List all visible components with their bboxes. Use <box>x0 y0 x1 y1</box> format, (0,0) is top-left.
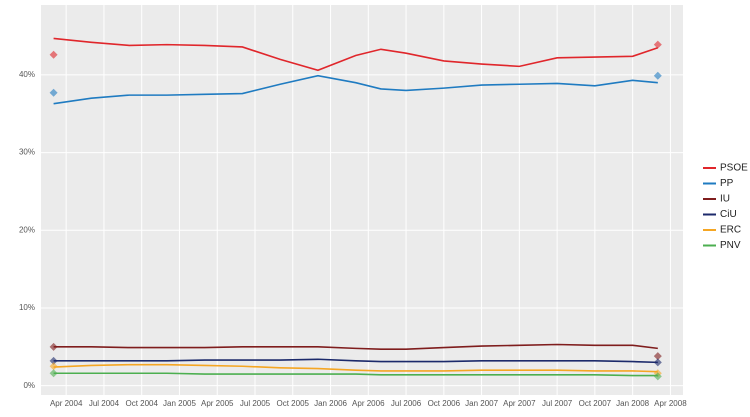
trend-line <box>53 37 659 72</box>
result-marker <box>49 88 58 97</box>
x-tick-label: Jul 2007 <box>542 399 573 408</box>
x-tick-label: Jan 2006 <box>314 399 347 408</box>
x-tick-label: Apr 2008 <box>654 399 687 408</box>
legend-label: PNV <box>720 240 741 251</box>
trend-line <box>53 343 658 350</box>
plot-panel <box>41 5 683 395</box>
x-tick-label: Apr 2007 <box>503 399 536 408</box>
x-tick-label: Apr 2005 <box>201 399 234 408</box>
y-tick-label: 30% <box>19 148 35 157</box>
result-marker <box>49 356 58 365</box>
legend-label: CiU <box>720 209 737 220</box>
legend-label: PSOE <box>720 163 748 174</box>
x-tick-label: Jul 2005 <box>240 399 271 408</box>
result-marker <box>49 342 58 351</box>
result-marker <box>49 50 58 59</box>
result-marker <box>653 372 662 381</box>
y-tick-label: 10% <box>19 303 35 312</box>
y-tick-label: 40% <box>19 70 35 79</box>
trend-line <box>53 372 658 377</box>
x-tick-label: Oct 2004 <box>125 399 158 408</box>
x-tick-label: Jan 2005 <box>163 399 196 408</box>
result-marker <box>49 362 58 371</box>
result-marker <box>653 358 662 367</box>
legend-label: PP <box>720 178 734 189</box>
trend-line <box>53 363 658 373</box>
x-tick-label: Apr 2006 <box>352 399 385 408</box>
x-tick-label: Jul 2006 <box>391 399 422 408</box>
result-marker <box>653 352 662 361</box>
y-tick-label: 0% <box>23 381 35 390</box>
x-tick-label: Jul 2004 <box>89 399 120 408</box>
legend-label: IU <box>720 194 730 205</box>
x-tick-label: Oct 2006 <box>428 399 461 408</box>
legend-label: ERC <box>720 225 741 236</box>
result-marker <box>653 40 662 49</box>
x-tick-label: Jan 2008 <box>616 399 649 408</box>
trend-line <box>53 358 658 364</box>
trend-line <box>53 74 658 105</box>
result-marker <box>49 369 58 378</box>
x-tick-label: Oct 2007 <box>579 399 612 408</box>
result-marker <box>653 71 662 80</box>
x-tick-label: Apr 2004 <box>50 399 83 408</box>
y-tick-label: 20% <box>19 225 35 234</box>
x-tick-label: Oct 2005 <box>277 399 310 408</box>
x-tick-label: Jan 2007 <box>465 399 498 408</box>
